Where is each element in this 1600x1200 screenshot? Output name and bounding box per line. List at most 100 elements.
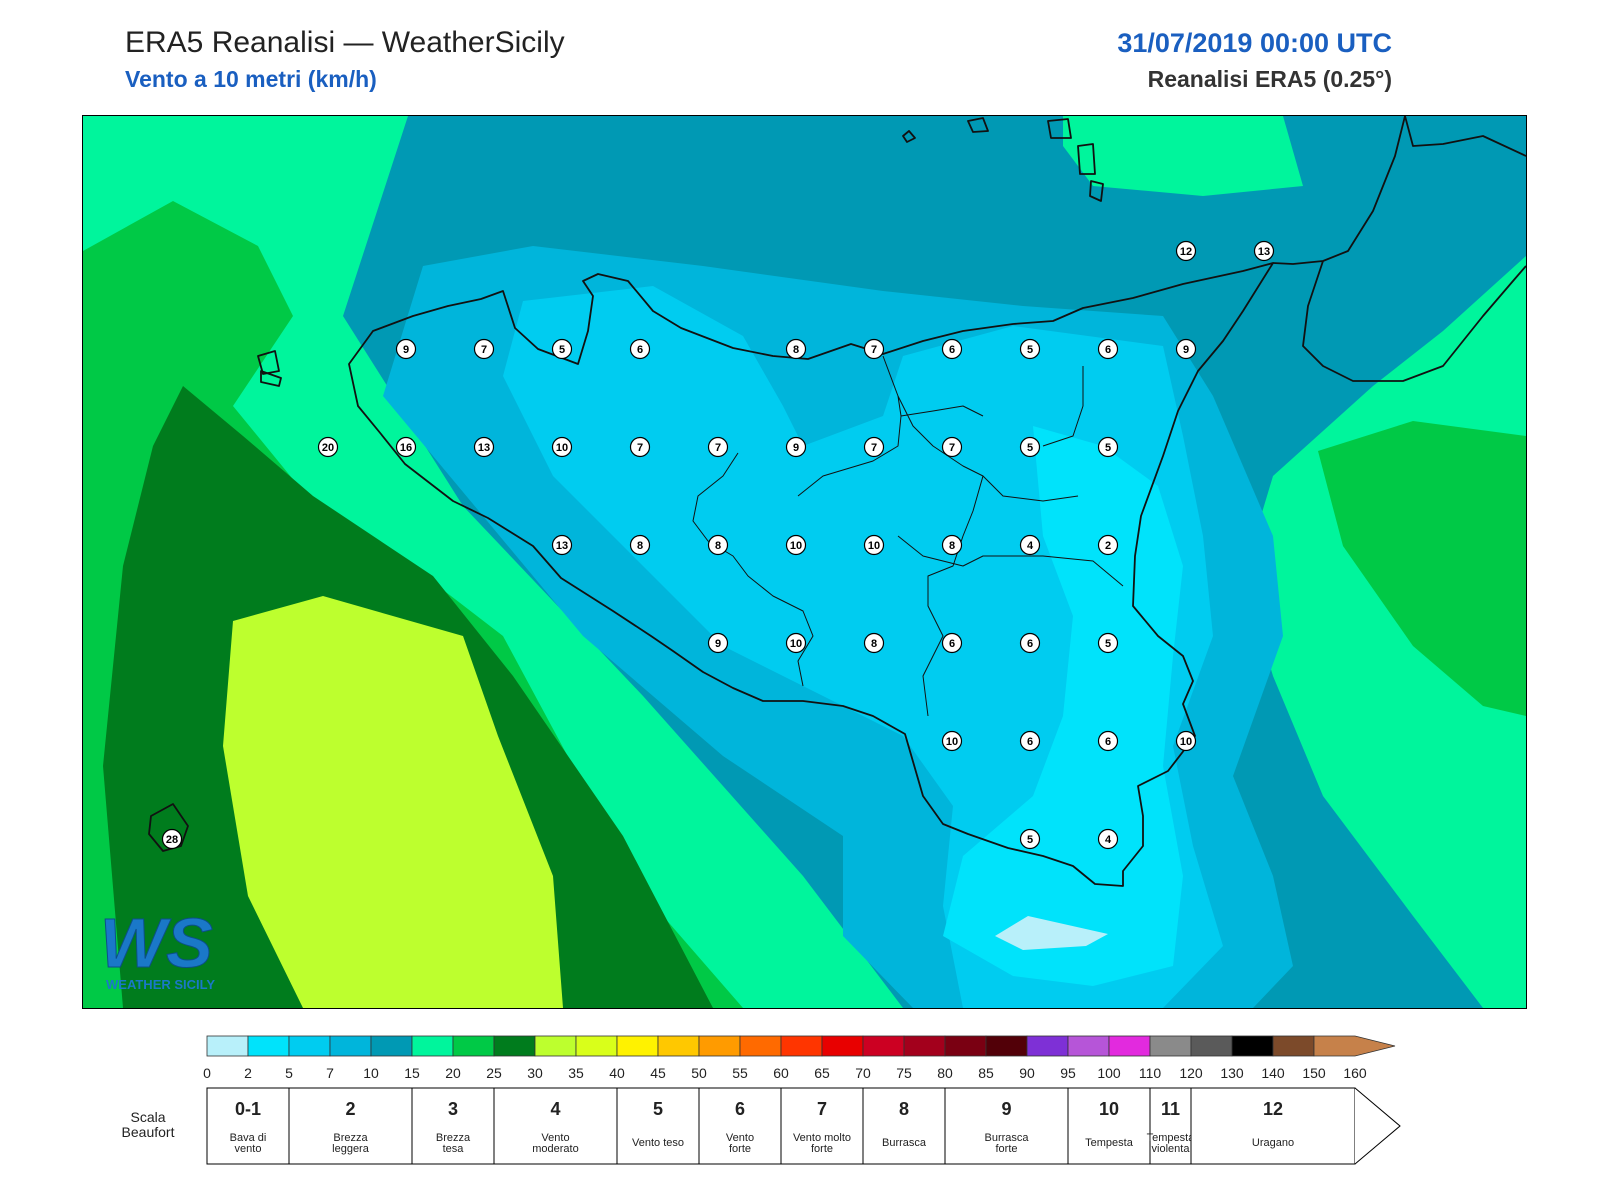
wind-marker-value: 6 [1105,736,1111,748]
map-subtitle: Vento a 10 metri (km/h) [125,66,377,92]
colorbar-segment [780,1035,823,1057]
wind-value-markers: 9 7 5 6 8 7 6 5 6 9 20 16 13 10 7 7 9 7 7 5 5 13 8 8 10 10 8 4 2 9 10 8… [161,240,1275,850]
colorbar-segment [821,1035,864,1057]
wind-marker-value: 5 [1105,442,1111,454]
wind-marker-circle [551,534,573,556]
wind-marker: 9 [785,436,807,458]
valid-datetime: 31/07/2019 00:00 UTC [1117,28,1392,58]
beaufort-number: 2 [345,1099,355,1119]
wind-marker: 5 [1019,436,1041,458]
colorbar-segment [1272,1035,1315,1057]
wind-marker-circle [1175,240,1197,262]
colorbar-tick-label: 80 [937,1065,953,1081]
wind-marker-value: 8 [715,540,721,552]
beaufort-number: 12 [1263,1099,1283,1119]
wind-marker-value: 9 [1183,344,1189,356]
colorbar-segment [657,1035,700,1057]
wind-marker-circle [473,436,495,458]
wind-marker-value: 8 [949,540,955,552]
colorbar-segment [288,1035,331,1057]
map-title: ERA5 Reanalisi — WeatherSicily [125,26,565,59]
wind-marker-circle [941,436,963,458]
wind-marker-circle [707,534,729,556]
wind-marker-value: 7 [949,442,955,454]
wind-marker-circle [707,632,729,654]
wind-marker-value: 10 [1180,736,1192,748]
colorbar-tick-label: 85 [978,1065,994,1081]
beaufort-number: 7 [817,1099,827,1119]
wind-marker-circle [395,436,417,458]
wind-marker-value: 10 [946,736,958,748]
colorbar-tick-label: 75 [896,1065,912,1081]
wind-marker-value: 7 [481,344,487,356]
beaufort-label: Burrasca [882,1137,927,1149]
ustica-island [902,130,916,143]
beaufort-scale-title: Scala Beaufort [108,1110,188,1140]
beaufort-box [1190,1087,1356,1165]
wind-marker-circle [1097,436,1119,458]
wind-marker: 7 [863,436,885,458]
colorbar-tick-label: 130 [1220,1065,1244,1081]
wind-marker-value: 10 [790,540,802,552]
wind-marker-value: 7 [637,442,643,454]
wind-marker: 7 [707,436,729,458]
wind-marker-circle [863,338,885,360]
wind-marker: 8 [941,534,963,556]
beaufort-label-2: violenta [1152,1143,1191,1155]
wind-marker: 16 [395,436,417,458]
beaufort-label-2: forte [729,1143,751,1155]
egadi-island-2 [260,370,282,387]
wind-marker-value: 9 [793,442,799,454]
aeolian-island-3 [1077,143,1096,175]
colorbar-tick-label: 150 [1302,1065,1326,1081]
beaufort-label: Uragano [1252,1137,1294,1149]
wind-marker-value: 2 [1105,540,1111,552]
beaufort-label-2: leggera [332,1143,370,1155]
beaufort-label: Bava di [230,1132,267,1144]
colorbar-tick-label: 40 [609,1065,625,1081]
wind-marker-circle [317,436,339,458]
wind-marker-value: 6 [1027,638,1033,650]
wind-marker-circle [707,436,729,458]
wind-marker: 10 [785,534,807,556]
wind-marker: 5 [1019,338,1041,360]
wind-marker: 9 [395,338,417,360]
wind-marker-value: 6 [637,344,643,356]
wind-marker: 7 [941,436,963,458]
wind-marker-circle [1097,828,1119,850]
egadi-island [257,350,280,375]
wind-marker-circle [1097,730,1119,752]
wind-marker-value: 5 [1027,834,1033,846]
colorbar-segment [493,1035,536,1057]
coastline [148,116,1526,887]
beaufort-label-2: forte [811,1143,833,1155]
wind-marker-circle [1019,534,1041,556]
wind-marker-circle [941,632,963,654]
wind-marker-circle [1019,828,1041,850]
wind-marker-circle [785,632,807,654]
beaufort-label-2: vento [235,1143,262,1155]
wind-marker: 8 [707,534,729,556]
wind-marker-value: 6 [949,638,955,650]
beaufort-number: 3 [448,1099,458,1119]
beaufort-label: Burrasca [984,1132,1029,1144]
colorbar-tick-label: 10 [363,1065,379,1081]
wind-marker-circle [941,338,963,360]
wind-marker: 4 [1019,534,1041,556]
wind-marker-circle [785,534,807,556]
province-borders [692,355,1124,717]
wind-marker-value: 12 [1180,246,1192,258]
wind-marker-circle [785,436,807,458]
beaufort-box [206,1087,290,1165]
dataset-label: Reanalisi ERA5 (0.25°) [1147,66,1392,92]
wind-marker-value: 8 [637,540,643,552]
colorbar-tick-label: 120 [1179,1065,1203,1081]
wind-marker-circle [863,534,885,556]
wind-marker: 2 [1097,534,1119,556]
wind-marker: 8 [863,632,885,654]
wind-marker-circle [1097,632,1119,654]
wind-marker: 4 [1097,828,1119,850]
